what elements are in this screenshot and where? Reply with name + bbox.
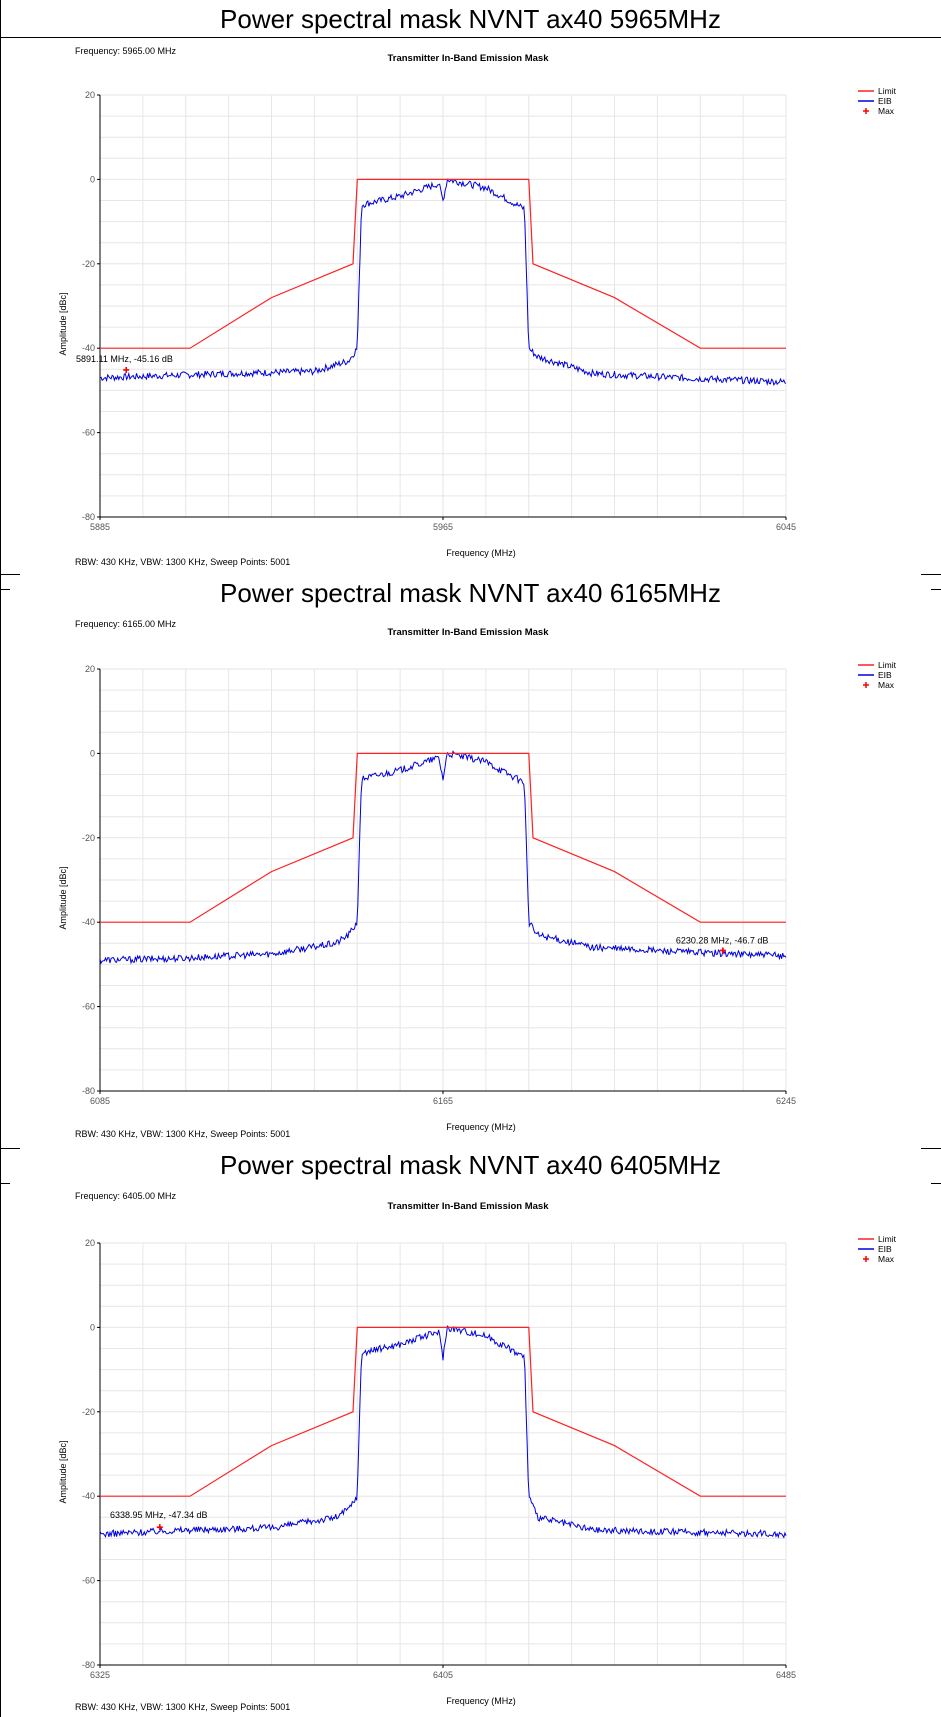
x-tick-label: 5965 — [433, 522, 453, 532]
y-tick-label: -80 — [82, 1086, 95, 1096]
y-axis-label: Amplitude [dBc] — [58, 292, 68, 355]
emission-mask-chart: Transmitter In-Band Emission Mask 20 0 -20 -… — [0, 1148, 941, 1717]
legend-max-label: Max — [878, 106, 895, 116]
x-axis-label: Frequency (MHz) — [446, 548, 516, 558]
y-tick-label: -60 — [82, 428, 95, 438]
legend-eib-label: EIB — [878, 670, 892, 680]
y-tick-label: -40 — [82, 343, 95, 353]
emission-mask-chart: Transmitter In-Band Emission Mask 20 0 -20 -… — [0, 0, 941, 574]
y-tick-label: -20 — [82, 833, 95, 843]
y-tick-label: -60 — [82, 1002, 95, 1012]
legend-limit-label: Limit — [878, 660, 897, 670]
legend-max-swatch — [863, 682, 869, 688]
legend-max-swatch — [863, 108, 869, 114]
legend-eib-label: EIB — [878, 1244, 892, 1254]
x-tick-label: 6485 — [776, 1670, 796, 1680]
chart-svg: Transmitter In-Band Emission Mask 20 0 -20 -… — [0, 0, 941, 574]
sweep-settings: RBW: 430 KHz, VBW: 1300 KHz, Sweep Point… — [75, 557, 290, 567]
chart-title: Transmitter In-Band Emission Mask — [387, 53, 549, 64]
x-tick-label: 6245 — [776, 1096, 796, 1106]
x-tick-label: 6325 — [90, 1670, 110, 1680]
chart-section-3: Power spectral mask NVNT ax40 6405MHz Fr… — [0, 1148, 941, 1717]
x-tick-label: 6165 — [433, 1096, 453, 1106]
chart-title: Transmitter In-Band Emission Mask — [387, 627, 549, 638]
x-tick-label: 6085 — [90, 1096, 110, 1106]
max-marker-label: 6338.95 MHz, -47.34 dB — [110, 1510, 208, 1520]
y-tick-label: 0 — [90, 748, 95, 758]
sweep-settings: RBW: 430 KHz, VBW: 1300 KHz, Sweep Point… — [75, 1129, 290, 1139]
x-tick-label: 6405 — [433, 1670, 453, 1680]
y-tick-label: -40 — [82, 1491, 95, 1501]
y-tick-label: 0 — [90, 174, 95, 184]
chart-section-1: Power spectral mask NVNT ax40 5965MHz Fr… — [0, 0, 941, 574]
legend-max-label: Max — [878, 680, 895, 690]
max-marker-label: 6230.28 MHz, -46.7 dB — [676, 935, 769, 945]
max-marker — [123, 367, 129, 373]
chart-section-2: Power spectral mask NVNT ax40 6165MHz Fr… — [0, 574, 941, 1148]
legend-limit-label: Limit — [878, 86, 897, 96]
y-tick-label: -20 — [82, 259, 95, 269]
y-tick-label: -40 — [82, 917, 95, 927]
x-axis-label: Frequency (MHz) — [446, 1696, 516, 1706]
x-axis-label: Frequency (MHz) — [446, 1122, 516, 1132]
grid — [100, 95, 786, 517]
grid — [100, 669, 786, 1091]
y-tick-label: 20 — [85, 90, 95, 100]
y-tick-label: -80 — [82, 512, 95, 522]
chart-svg: Transmitter In-Band Emission Mask 20 0 -20 -… — [0, 1148, 941, 1717]
y-tick-label: 20 — [85, 1238, 95, 1248]
x-tick-label: 5885 — [90, 522, 110, 532]
grid — [100, 1243, 786, 1665]
y-tick-label: -60 — [82, 1576, 95, 1586]
legend-eib-label: EIB — [878, 96, 892, 106]
y-axis-label: Amplitude [dBc] — [58, 866, 68, 929]
y-axis-label: Amplitude [dBc] — [58, 1440, 68, 1503]
emission-mask-chart: Transmitter In-Band Emission Mask 20 0 -20 -… — [0, 574, 941, 1148]
y-tick-label: 0 — [90, 1322, 95, 1332]
y-tick-label: -80 — [82, 1660, 95, 1670]
x-tick-label: 6045 — [776, 522, 796, 532]
legend-max-swatch — [863, 1256, 869, 1262]
chart-svg: Transmitter In-Band Emission Mask 20 0 -20 -… — [0, 574, 941, 1148]
max-marker-label: 5891.11 MHz, -45.16 dB — [76, 354, 173, 364]
y-tick-label: 20 — [85, 664, 95, 674]
legend-limit-label: Limit — [878, 1234, 897, 1244]
legend-max-label: Max — [878, 1254, 895, 1264]
sweep-settings: RBW: 430 KHz, VBW: 1300 KHz, Sweep Point… — [75, 1702, 290, 1712]
y-tick-label: -20 — [82, 1407, 95, 1417]
chart-title: Transmitter In-Band Emission Mask — [387, 1201, 549, 1212]
